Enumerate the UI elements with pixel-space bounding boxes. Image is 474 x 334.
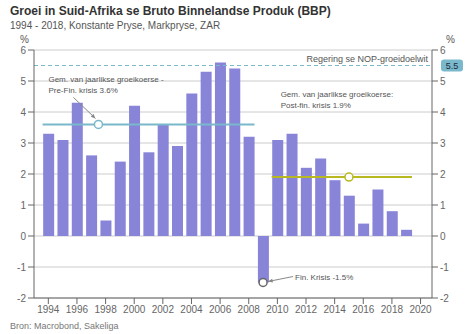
svg-text:Pre-Fin. krisis 3.6%: Pre-Fin. krisis 3.6%	[48, 86, 117, 95]
svg-text:5: 5	[440, 76, 446, 87]
svg-text:2016: 2016	[352, 304, 375, 315]
svg-text:-1: -1	[17, 262, 26, 273]
svg-text:2012: 2012	[295, 304, 318, 315]
svg-text:Fin. Krisis -1.5%: Fin. Krisis -1.5%	[295, 273, 353, 282]
svg-text:2002: 2002	[152, 304, 175, 315]
svg-text:2010: 2010	[266, 304, 289, 315]
svg-text:-1: -1	[440, 262, 449, 273]
svg-text:4: 4	[440, 107, 446, 118]
svg-text:2000: 2000	[123, 304, 146, 315]
svg-text:2004: 2004	[180, 304, 203, 315]
svg-text:0: 0	[20, 231, 26, 242]
svg-text:1: 1	[440, 200, 446, 211]
svg-text:5.5: 5.5	[446, 61, 459, 71]
svg-text:1996: 1996	[66, 304, 89, 315]
svg-text:3: 3	[440, 138, 446, 149]
svg-text:4: 4	[20, 107, 26, 118]
svg-text:0: 0	[440, 231, 446, 242]
html-text:Bron: Macrobond, Sakeliga: Bron: Macrobond, Sakeliga	[10, 321, 119, 331]
svg-text:6: 6	[20, 45, 26, 56]
svg-text:2020: 2020	[409, 304, 432, 315]
svg-text:2006: 2006	[209, 304, 232, 315]
svg-text:-2: -2	[440, 293, 449, 304]
svg-text:1: 1	[20, 200, 26, 211]
svg-text:Gem. van jaarlikse groeikoerse: Gem. van jaarlikse groeikoerse -	[48, 75, 163, 84]
svg-text:5: 5	[20, 76, 26, 87]
svg-text:Post-fin. krisis 1.9%: Post-fin. krisis 1.9%	[281, 101, 351, 110]
html-text:Groei in Suid-Afrika se Bruto: Groei in Suid-Afrika se Bruto Binnelands…	[10, 4, 331, 18]
svg-text:-2: -2	[17, 293, 26, 304]
svg-text:2: 2	[20, 169, 26, 180]
svg-text:Regering se NOP-groeidoelwit: Regering se NOP-groeidoelwit	[306, 54, 428, 64]
svg-text:1994: 1994	[37, 304, 60, 315]
svg-text:2014: 2014	[324, 304, 347, 315]
svg-text:1998: 1998	[94, 304, 117, 315]
svg-text:6: 6	[440, 45, 446, 56]
html-text:1994 - 2018, Konstante Pryse,: 1994 - 2018, Konstante Pryse, Markpryse,…	[10, 20, 221, 31]
svg-text:Gem. van jaarlikse groeikoerse: Gem. van jaarlikse groeikoerse:	[281, 90, 394, 99]
svg-text:2008: 2008	[238, 304, 261, 315]
svg-text:2018: 2018	[381, 304, 404, 315]
svg-text:2: 2	[440, 169, 446, 180]
svg-text:3: 3	[20, 138, 26, 149]
